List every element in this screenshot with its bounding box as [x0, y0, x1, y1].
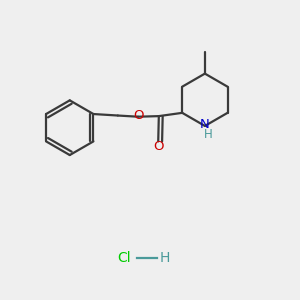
Text: H: H: [160, 251, 170, 266]
Text: O: O: [133, 109, 143, 122]
Text: H: H: [203, 128, 212, 141]
Text: N: N: [200, 118, 210, 131]
Text: O: O: [153, 140, 164, 153]
Text: Cl: Cl: [117, 251, 131, 266]
